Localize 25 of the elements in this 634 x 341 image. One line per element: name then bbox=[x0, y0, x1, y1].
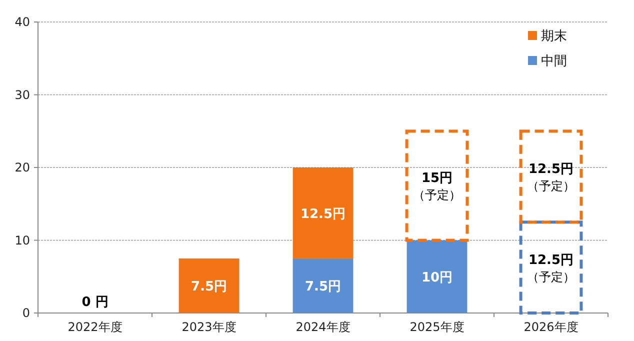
data-label: 15円（予定） bbox=[413, 171, 461, 202]
legend-label: 中間 bbox=[541, 54, 567, 69]
data-label: 12.5円（予定） bbox=[527, 162, 575, 194]
bar bbox=[519, 220, 583, 314]
y-tick-label: 40 bbox=[14, 15, 30, 29]
bar bbox=[292, 168, 354, 258]
data-label: 0 円 bbox=[82, 295, 108, 310]
x-tick-label: 2022年度 bbox=[68, 320, 122, 334]
data-label: 10円 bbox=[421, 270, 453, 286]
bar bbox=[292, 258, 354, 313]
x-tick-label: 2025年度 bbox=[410, 320, 464, 334]
y-tick-label: 0 bbox=[22, 306, 30, 320]
legend-label: 期末 bbox=[541, 29, 567, 44]
data-label: 12.5円 bbox=[300, 206, 346, 222]
data-label: 7.5円 bbox=[304, 280, 342, 295]
y-tick-label: 20 bbox=[14, 160, 30, 174]
data-label: 12.5円（予定） bbox=[527, 253, 575, 284]
y-tick-label: 30 bbox=[14, 88, 30, 102]
y-tick-label: 10 bbox=[14, 233, 30, 248]
data-label: 7.5円 bbox=[190, 280, 228, 295]
bar bbox=[406, 240, 468, 313]
bar bbox=[178, 258, 240, 313]
x-tick-label: 2026年度 bbox=[524, 320, 578, 334]
x-tick-label: 2024年度 bbox=[296, 320, 350, 334]
x-tick-label: 2023年度 bbox=[182, 320, 236, 334]
